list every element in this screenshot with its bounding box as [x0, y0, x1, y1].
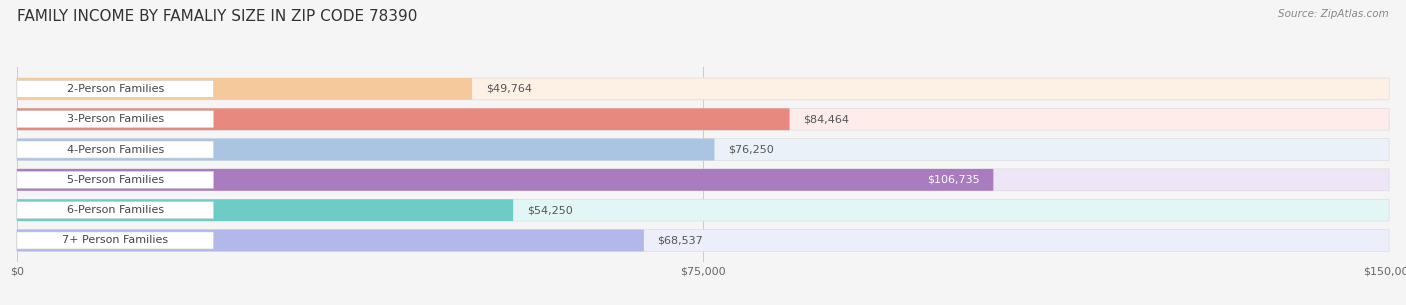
FancyBboxPatch shape — [17, 108, 790, 130]
FancyBboxPatch shape — [17, 230, 644, 251]
FancyBboxPatch shape — [17, 230, 1389, 251]
FancyBboxPatch shape — [17, 111, 214, 128]
FancyBboxPatch shape — [17, 169, 1389, 191]
Text: Source: ZipAtlas.com: Source: ZipAtlas.com — [1278, 9, 1389, 19]
FancyBboxPatch shape — [17, 199, 513, 221]
FancyBboxPatch shape — [17, 139, 1389, 160]
Text: 2-Person Families: 2-Person Families — [66, 84, 165, 94]
FancyBboxPatch shape — [17, 171, 214, 188]
Text: $106,735: $106,735 — [927, 175, 980, 185]
Text: $49,764: $49,764 — [486, 84, 531, 94]
Text: 4-Person Families: 4-Person Families — [66, 145, 165, 155]
FancyBboxPatch shape — [17, 81, 214, 97]
FancyBboxPatch shape — [17, 169, 993, 191]
Text: 6-Person Families: 6-Person Families — [66, 205, 163, 215]
FancyBboxPatch shape — [17, 199, 1389, 221]
Text: 5-Person Families: 5-Person Families — [66, 175, 163, 185]
FancyBboxPatch shape — [17, 78, 1389, 100]
FancyBboxPatch shape — [17, 202, 214, 219]
FancyBboxPatch shape — [17, 141, 214, 158]
Text: $54,250: $54,250 — [527, 205, 572, 215]
Text: 3-Person Families: 3-Person Families — [66, 114, 163, 124]
Text: $68,537: $68,537 — [658, 235, 703, 246]
FancyBboxPatch shape — [17, 232, 214, 249]
Text: $84,464: $84,464 — [803, 114, 849, 124]
Text: FAMILY INCOME BY FAMALIY SIZE IN ZIP CODE 78390: FAMILY INCOME BY FAMALIY SIZE IN ZIP COD… — [17, 9, 418, 24]
Text: $76,250: $76,250 — [728, 145, 773, 155]
Text: 7+ Person Families: 7+ Person Families — [62, 235, 169, 246]
FancyBboxPatch shape — [17, 78, 472, 100]
FancyBboxPatch shape — [17, 139, 714, 160]
FancyBboxPatch shape — [17, 108, 1389, 130]
